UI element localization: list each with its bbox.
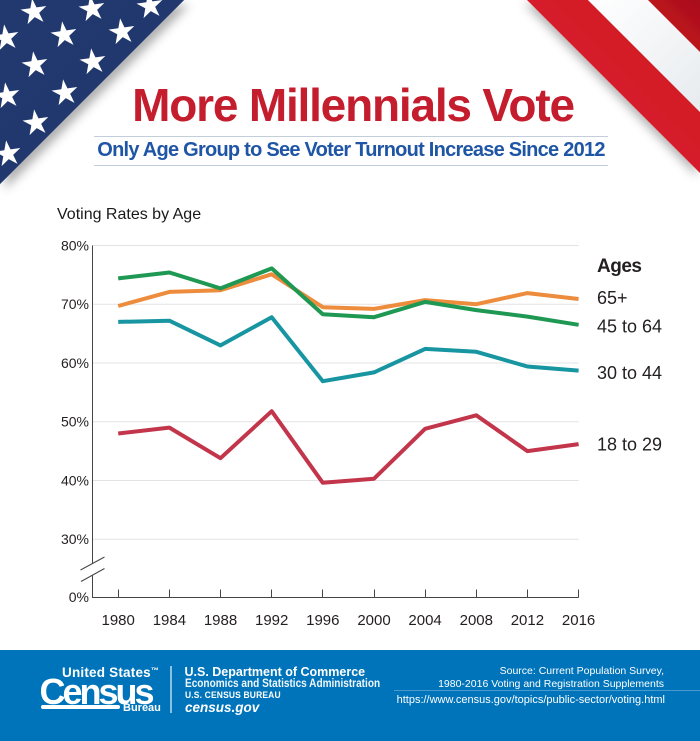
svg-text:2004: 2004 [408, 612, 441, 629]
svg-text:1984: 1984 [153, 612, 186, 629]
svg-text:2000: 2000 [357, 612, 390, 629]
svg-text:65+: 65+ [597, 288, 628, 308]
svg-text:30 to 44: 30 to 44 [597, 363, 662, 383]
svg-text:30%: 30% [61, 531, 89, 547]
svg-text:0%: 0% [69, 589, 89, 605]
svg-text:1980: 1980 [102, 612, 135, 629]
svg-text:40%: 40% [61, 473, 89, 489]
svg-text:60%: 60% [61, 355, 89, 371]
svg-text:1992: 1992 [255, 612, 288, 629]
svg-text:2016: 2016 [562, 612, 595, 629]
svg-text:50%: 50% [61, 414, 89, 430]
svg-text:45 to 64: 45 to 64 [597, 317, 662, 337]
svg-text:80%: 80% [61, 238, 89, 254]
svg-text:2012: 2012 [511, 612, 544, 629]
svg-text:Ages: Ages [597, 256, 641, 277]
svg-text:18 to 29: 18 to 29 [597, 435, 662, 455]
svg-text:1988: 1988 [204, 612, 237, 629]
svg-text:70%: 70% [61, 296, 89, 312]
svg-text:1996: 1996 [306, 612, 339, 629]
svg-text:2008: 2008 [460, 612, 493, 629]
